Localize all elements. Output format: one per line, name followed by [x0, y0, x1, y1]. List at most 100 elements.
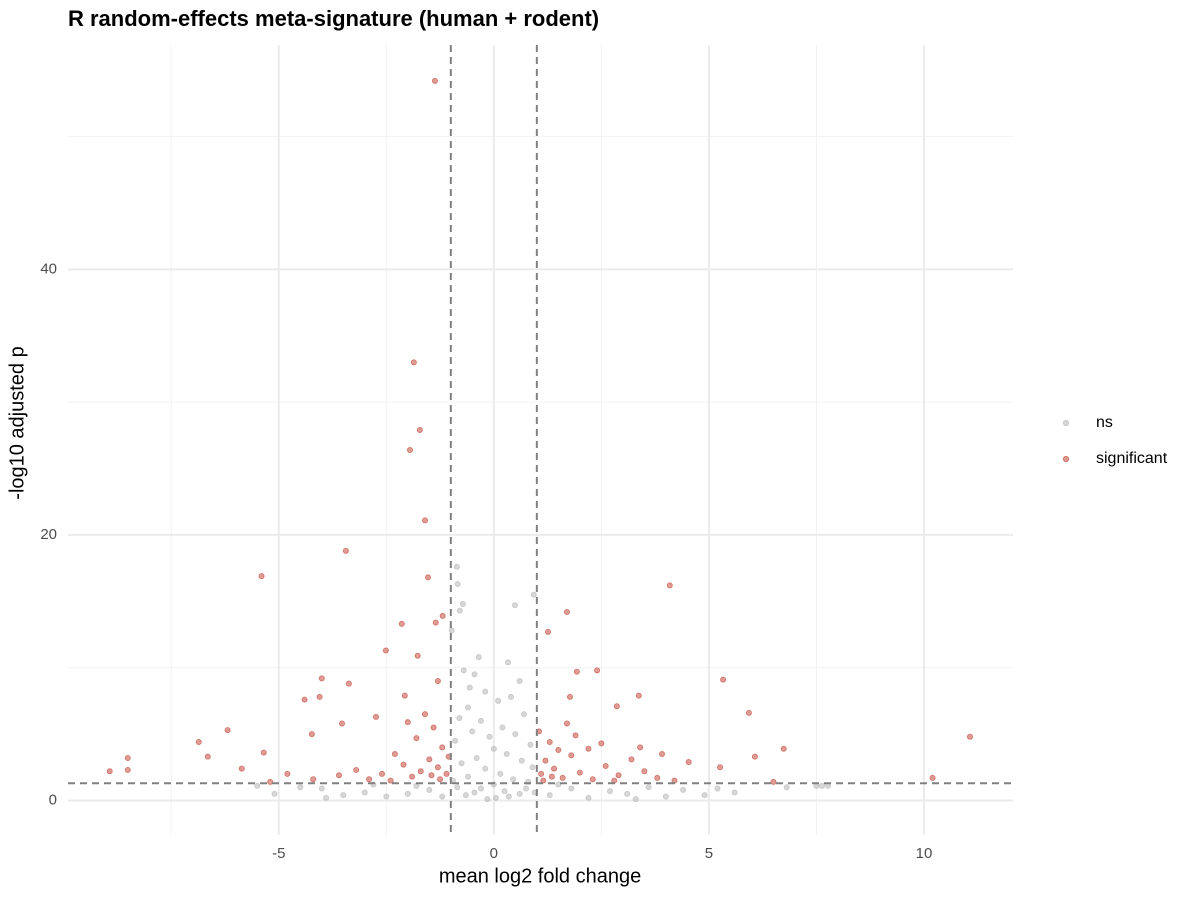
point	[469, 728, 476, 735]
point	[431, 77, 438, 84]
points	[106, 77, 973, 803]
point	[624, 790, 631, 797]
point	[382, 647, 389, 654]
point	[576, 769, 583, 776]
point	[454, 581, 461, 588]
y-tick-label: 20	[40, 526, 57, 543]
point	[477, 785, 484, 792]
point	[387, 777, 394, 784]
point	[195, 739, 202, 746]
point	[529, 764, 536, 771]
point	[632, 796, 639, 803]
point	[378, 770, 385, 777]
point	[224, 727, 231, 734]
point	[426, 756, 433, 763]
point	[404, 719, 411, 726]
point	[484, 796, 491, 803]
point	[471, 789, 478, 796]
point	[512, 731, 519, 738]
point	[260, 749, 267, 756]
point	[353, 766, 360, 773]
point	[563, 608, 570, 615]
point	[714, 785, 721, 792]
point	[606, 788, 613, 795]
point	[318, 785, 325, 792]
point	[425, 574, 432, 581]
point	[516, 677, 523, 684]
point	[443, 770, 450, 777]
point	[720, 676, 727, 683]
reference-lines	[68, 45, 1013, 835]
point	[267, 778, 274, 785]
point	[516, 790, 523, 797]
point	[439, 612, 446, 619]
point	[545, 628, 552, 635]
point	[546, 739, 553, 746]
x-tick-label: 5	[705, 845, 713, 862]
point	[439, 793, 446, 800]
point	[508, 693, 515, 700]
point	[499, 724, 506, 731]
point	[428, 772, 435, 779]
point	[448, 627, 455, 634]
point	[238, 765, 245, 772]
point	[518, 757, 525, 764]
point	[416, 427, 423, 434]
point	[308, 731, 315, 738]
point	[654, 774, 661, 781]
point	[819, 782, 826, 789]
point	[335, 772, 342, 779]
point	[409, 773, 416, 780]
point	[401, 692, 408, 699]
point	[323, 794, 330, 801]
legend-label: significant	[1096, 450, 1168, 467]
point	[345, 680, 352, 687]
point	[465, 704, 472, 711]
x-tick-label: 10	[916, 845, 933, 862]
point	[966, 733, 973, 740]
point	[366, 776, 373, 783]
point	[645, 784, 652, 791]
point	[391, 751, 398, 758]
point	[751, 753, 758, 760]
point	[780, 745, 787, 752]
x-tick-label: -5	[272, 845, 285, 862]
point	[271, 790, 278, 797]
point	[523, 785, 530, 792]
point	[372, 713, 379, 720]
point	[641, 768, 648, 775]
point	[297, 784, 304, 791]
point	[454, 784, 461, 791]
point	[340, 792, 347, 799]
point	[770, 778, 777, 785]
point	[666, 582, 673, 589]
point	[585, 794, 592, 801]
point	[400, 761, 407, 768]
point	[430, 724, 437, 731]
point	[410, 359, 417, 366]
point	[503, 751, 510, 758]
point	[473, 754, 480, 761]
legend-marker	[1062, 419, 1070, 427]
point	[452, 737, 459, 744]
point	[685, 758, 692, 765]
point	[501, 788, 508, 795]
point	[505, 793, 512, 800]
point	[492, 794, 499, 801]
point	[404, 790, 411, 797]
point	[284, 770, 291, 777]
point	[106, 768, 113, 775]
point	[615, 772, 622, 779]
point	[563, 720, 570, 727]
point	[434, 677, 441, 684]
point	[465, 773, 472, 780]
point	[628, 756, 635, 763]
chart-title: R random-effects meta-signature (human +…	[68, 6, 599, 31]
point	[439, 744, 446, 751]
point	[477, 717, 484, 724]
point	[602, 762, 609, 769]
point	[637, 744, 644, 751]
point	[456, 715, 463, 722]
point	[475, 654, 482, 661]
